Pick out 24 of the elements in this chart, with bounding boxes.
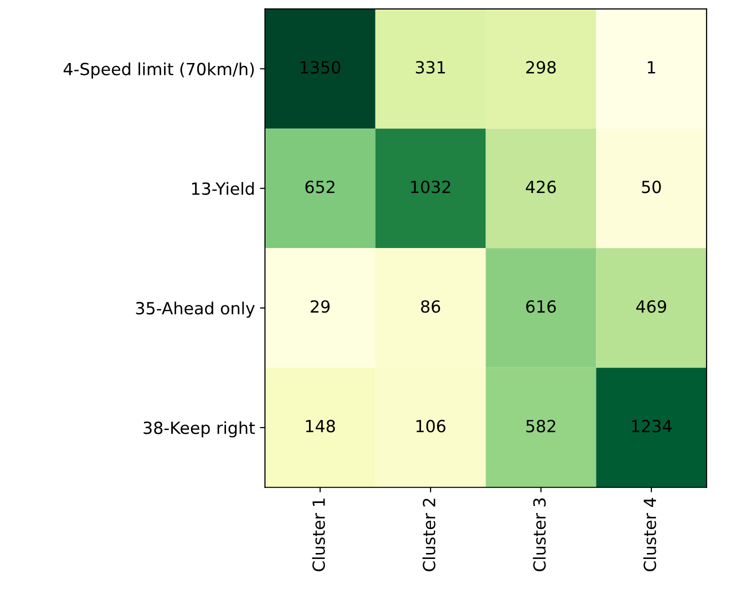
y-tick-label: 38-Keep right [144,421,255,438]
y-tick-label: 35-Ahead only [136,302,255,318]
data-label: 426 [526,180,556,194]
data-label: 582 [526,420,556,432]
data-label: 50 [642,180,661,194]
y-tick-label: 13-Yield [192,182,254,195]
data-label: 469 [636,300,666,313]
data-label: 148 [306,420,335,432]
x-tick-label: Cluster 1 [312,498,325,572]
data-label: 1234 [632,420,672,432]
data-label: 652 [305,180,334,194]
data-label: 86 [421,300,440,313]
data-label: 29 [310,300,330,313]
y-tick-label: 4-Speed limit (70km/h) [64,62,254,79]
data-label: 616 [526,300,556,313]
data-label: 331 [416,61,445,74]
x-tick-label: Cluster 4 [643,498,656,572]
x-tick-label: Cluster 3 [532,498,546,572]
data-label: 1 [648,61,656,74]
data-label: 1350 [300,61,340,74]
x-tick-label: Cluster 2 [422,498,436,572]
data-label: 1032 [411,180,450,194]
data-label: 106 [416,420,446,432]
data-label: 298 [526,61,556,74]
